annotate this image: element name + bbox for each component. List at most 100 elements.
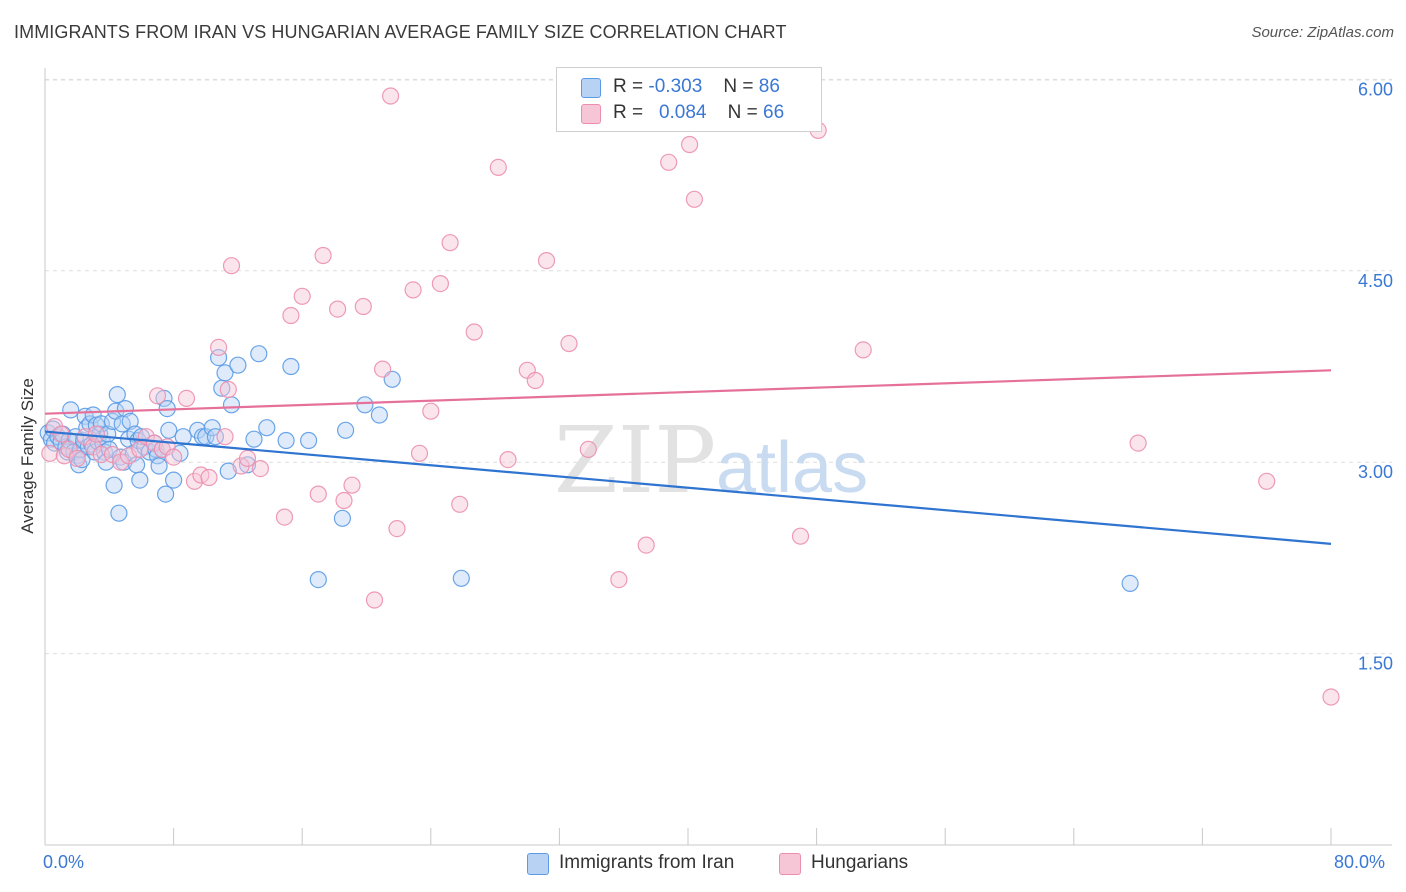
data-point bbox=[282, 306, 300, 325]
data-point bbox=[160, 421, 178, 439]
data-point bbox=[277, 431, 295, 450]
data-point bbox=[150, 457, 168, 475]
data-point bbox=[293, 287, 311, 305]
data-point bbox=[245, 430, 263, 448]
data-point bbox=[165, 471, 183, 489]
data-point bbox=[275, 508, 294, 526]
data-point bbox=[382, 87, 400, 105]
data-point bbox=[309, 485, 327, 503]
data-point bbox=[177, 389, 196, 407]
data-point bbox=[333, 509, 351, 527]
data-point bbox=[685, 190, 704, 208]
data-point bbox=[62, 401, 80, 419]
chart-title: IMMIGRANTS FROM IRAN VS HUNGARIAN AVERAG… bbox=[14, 22, 787, 42]
data-point bbox=[206, 428, 224, 446]
y-tick-label: 3.00 bbox=[1358, 462, 1393, 482]
watermark-zip: ZIP bbox=[554, 407, 716, 514]
data-point bbox=[229, 356, 247, 374]
data-point bbox=[121, 412, 139, 430]
data-point bbox=[354, 297, 372, 316]
data-point bbox=[1258, 472, 1276, 490]
data-point bbox=[452, 569, 470, 587]
data-point bbox=[131, 471, 149, 489]
data-point bbox=[110, 504, 128, 522]
legend-r-value-iran: -0.303 bbox=[648, 76, 703, 97]
data-point bbox=[680, 135, 699, 154]
data-point bbox=[388, 519, 406, 538]
data-point bbox=[560, 334, 578, 353]
y-tick-label: 1.50 bbox=[1358, 654, 1393, 674]
data-point bbox=[610, 570, 628, 589]
legend-r-value-hungarian: 0.084 bbox=[658, 102, 707, 123]
data-point bbox=[1129, 434, 1147, 452]
legend-label-iran: Immigrants from Iran bbox=[559, 852, 735, 873]
legend-n-label: N = bbox=[727, 102, 758, 123]
data-point bbox=[314, 246, 332, 265]
data-point bbox=[489, 158, 507, 176]
legend-r-label: R = bbox=[613, 102, 644, 123]
data-point bbox=[791, 527, 810, 545]
legend-swatch-hungarian bbox=[581, 104, 601, 124]
data-point bbox=[216, 428, 234, 446]
data-point bbox=[258, 419, 276, 437]
data-point bbox=[356, 396, 374, 414]
data-point bbox=[335, 491, 353, 510]
data-point bbox=[216, 364, 234, 382]
legend-label-hungarian: Hungarians bbox=[811, 852, 909, 873]
data-point bbox=[537, 252, 556, 270]
data-point bbox=[404, 281, 422, 299]
data-point bbox=[105, 476, 123, 494]
data-point bbox=[41, 444, 59, 462]
data-point bbox=[219, 380, 237, 399]
data-point bbox=[219, 462, 237, 480]
data-point bbox=[68, 449, 86, 467]
y-tick-labels: 1.50 3.00 4.50 6.00 bbox=[1358, 79, 1393, 673]
data-point bbox=[87, 425, 106, 443]
data-point bbox=[222, 257, 241, 275]
data-point bbox=[660, 153, 678, 171]
data-point bbox=[329, 300, 347, 318]
y-tick-label: 4.50 bbox=[1358, 271, 1393, 291]
data-point bbox=[365, 591, 384, 609]
data-point bbox=[309, 570, 327, 589]
x-tick-max: 80.0% bbox=[1334, 852, 1386, 872]
data-point bbox=[238, 449, 257, 467]
data-point bbox=[92, 415, 110, 433]
data-point bbox=[370, 406, 388, 424]
data-point bbox=[210, 338, 228, 356]
data-point bbox=[210, 349, 228, 367]
data-point bbox=[103, 412, 122, 430]
data-point bbox=[451, 495, 469, 513]
data-point bbox=[343, 476, 361, 494]
data-point bbox=[1322, 688, 1340, 706]
data-point bbox=[300, 431, 318, 450]
data-point bbox=[222, 396, 241, 414]
data-point bbox=[108, 386, 126, 404]
series-legend: Immigrants from Iran Hungarians bbox=[0, 851, 1406, 877]
data-point bbox=[441, 234, 459, 252]
data-point bbox=[148, 387, 167, 405]
data-point bbox=[854, 341, 872, 359]
data-point bbox=[157, 485, 175, 503]
data-point bbox=[337, 421, 355, 439]
data-point bbox=[579, 440, 597, 458]
data-point bbox=[282, 357, 300, 376]
data-point bbox=[637, 536, 655, 554]
data-point bbox=[431, 275, 449, 293]
trend-line-iran bbox=[44, 430, 1332, 545]
trend-line-hungarian bbox=[44, 369, 1332, 415]
legend-n-label: N = bbox=[723, 76, 754, 97]
data-point bbox=[251, 460, 269, 478]
data-point bbox=[465, 323, 483, 341]
watermark-atlas: atlas bbox=[716, 428, 868, 508]
data-point bbox=[203, 419, 221, 437]
data-point bbox=[238, 456, 257, 474]
gridlines bbox=[45, 78, 1392, 655]
series-hungarian-points bbox=[41, 87, 1340, 706]
y-tick-label: 6.00 bbox=[1358, 79, 1393, 99]
data-point bbox=[116, 400, 135, 418]
data-point bbox=[1121, 574, 1139, 593]
data-point bbox=[422, 402, 440, 420]
x-tick-min: 0.0% bbox=[43, 852, 85, 872]
